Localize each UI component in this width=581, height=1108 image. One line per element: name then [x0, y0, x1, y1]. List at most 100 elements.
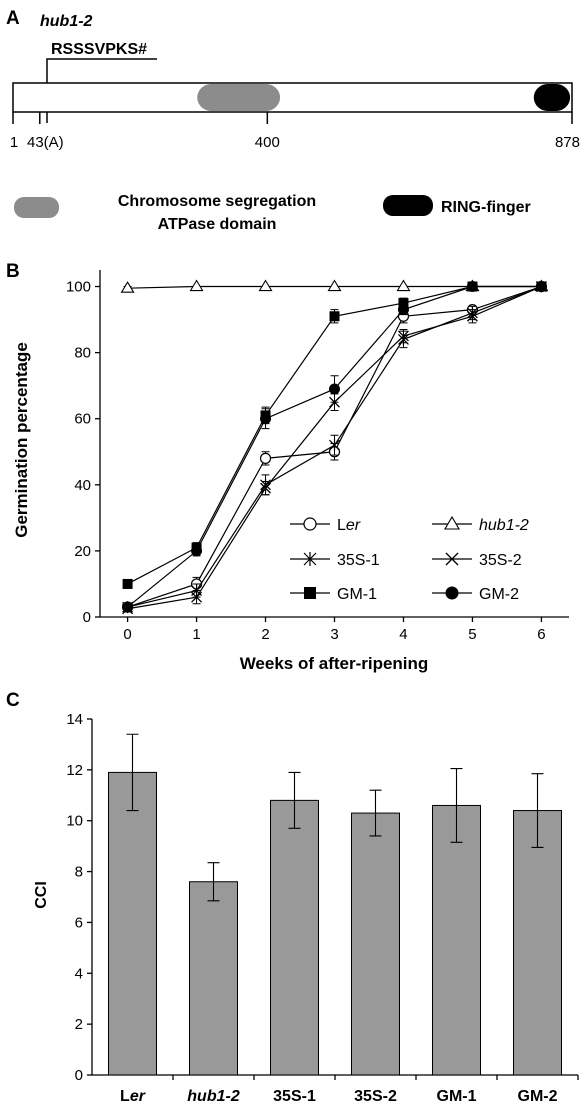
panel-a: A hub1-2 RSSSVPKS# 1 43(A) 400 878 Chromoso… [6, 8, 580, 233]
panel-b-series [120, 279, 549, 615]
ring-finger-domain [533, 84, 571, 111]
domain-shapes [197, 84, 571, 111]
data-point-GM-2 [329, 383, 340, 395]
atpase-legend-label-1: Chromosome segregation [118, 193, 316, 210]
data-point-GM-2 [191, 545, 203, 557]
y-tick-label: 10 [66, 813, 83, 830]
y-tick-label: 40 [74, 477, 91, 494]
data-point-GM-2 [122, 601, 134, 613]
x-tick-label: 6 [537, 626, 545, 643]
data-point-GM-2 [260, 413, 272, 425]
x-tick-label: 2 [261, 626, 269, 643]
y-tick-label: 60 [74, 411, 91, 428]
data-point-GM-2 [397, 304, 409, 316]
data-point-GM-1 [398, 298, 409, 309]
protein-tick-label: 43(A) [27, 134, 64, 151]
y-tick-label: 80 [74, 345, 91, 362]
legend-marker-GM-1 [304, 587, 316, 599]
atpase-legend-label-2: ATPase domain [158, 216, 277, 233]
data-point-35S-2 [466, 310, 478, 322]
protein-tick-label: 878 [555, 134, 580, 151]
bar-GM-1 [432, 804, 481, 1076]
panel-b-axes: 0 20 40 60 80 100 0 1 2 3 4 5 6 [66, 270, 569, 643]
y-tick-label: 20 [74, 543, 91, 560]
legend-label-part: er [346, 517, 361, 534]
data-point-35S-2 [398, 330, 409, 342]
error-bar [531, 773, 544, 848]
panel-b-letter: B [6, 261, 20, 282]
category-label-35S-1: 35S-1 [273, 1088, 316, 1105]
bar-GM-2 [513, 810, 562, 1076]
error-bar [207, 862, 220, 902]
protein-tick-label: 400 [255, 134, 280, 151]
y-tick-label: 8 [75, 864, 83, 881]
data-point-GM-2 [466, 281, 478, 293]
category-label-35S-2: 35S-2 [354, 1088, 397, 1105]
x-tick-label: 0 [123, 626, 131, 643]
bar-35S-2 [351, 812, 400, 1076]
y-tick-label: 0 [83, 609, 91, 626]
legend-marker-GM-2 [445, 586, 459, 600]
panel-c-y-axis-label: CCI [33, 881, 50, 909]
legend-label-GM-2: GM-2 [479, 586, 519, 603]
protein-axis-ticks: 1 43(A) 400 878 [10, 112, 580, 151]
data-point-hub1-2 [396, 279, 411, 292]
data-point-GM-1 [329, 311, 340, 322]
panel-c-axes: 0 2 4 6 8 10 12 14 [66, 711, 579, 1084]
y-tick-label: 12 [66, 762, 83, 779]
bar-35S-1 [270, 799, 319, 1076]
data-point-hub1-2 [258, 279, 273, 292]
panel-b-x-axis-label: Weeks of after-ripening [240, 654, 429, 673]
series-GM-2 [122, 281, 547, 613]
x-tick-label: 3 [330, 626, 338, 643]
data-point-hub1-2 [327, 279, 342, 292]
panel-b-y-axis-label: Germination percentage [12, 342, 31, 538]
legend-marker-35S-2 [445, 552, 459, 566]
atpase-domain [197, 84, 281, 111]
bar-Ler [108, 771, 157, 1076]
category-label-hub1-2: hub1-2 [187, 1088, 240, 1105]
legend-marker-hub1-2 [444, 515, 460, 530]
y-tick-label: 4 [75, 965, 83, 982]
x-tick-label: 1 [192, 626, 200, 643]
ring-finger-legend-swatch [383, 195, 433, 216]
error-bar [369, 789, 382, 837]
mutant-label: hub1-2 [40, 13, 93, 30]
data-point-GM-1 [122, 578, 133, 589]
error-bar [288, 771, 301, 829]
panel-c-letter: C [6, 690, 20, 711]
data-point-GM-2 [535, 281, 547, 293]
peptide-sequence: RSSSVPKS# [51, 41, 147, 58]
legend-label-Ler: Ler [337, 517, 361, 534]
legend-label-35S-2: 35S-2 [479, 552, 522, 569]
legend-marker-Ler [303, 517, 317, 531]
legend-marker-35S-1 [303, 552, 317, 566]
y-tick-label: 100 [66, 279, 91, 296]
data-point-35S-2 [260, 482, 271, 494]
y-tick-label: 2 [75, 1016, 83, 1033]
panel-a-letter: A [6, 8, 20, 29]
error-bar [450, 768, 463, 843]
ring-finger-legend-label: RING-finger [441, 199, 531, 216]
data-point-hub1-2 [120, 281, 135, 293]
panel-c-bars: Ler hub1-2 35S-1 35S-2 GM-1 GM-2 [108, 733, 562, 1105]
y-tick-label: 6 [75, 914, 83, 931]
panel-b: B 0 20 40 60 80 100 0 1 2 3 4 5 6 Ler hub1-2 35S-1 35S-… [6, 261, 569, 673]
panel-b-legend: Ler hub1-2 35S-1 35S-2 GM-1 GM-2 [290, 515, 529, 603]
data-point-35S-2 [191, 591, 203, 603]
y-tick-label: 0 [75, 1067, 83, 1084]
category-label-part: L [120, 1088, 130, 1105]
x-tick-label: 5 [468, 626, 476, 643]
y-tick-label: 14 [66, 711, 83, 728]
panel-c: C 0 2 4 6 8 10 12 14 Ler hub1-2 35S-1 35S-2 GM-1 GM-… [6, 690, 579, 1105]
category-label-GM-2: GM-2 [518, 1088, 558, 1105]
category-label-part: er [130, 1088, 146, 1105]
legend-label-hub1-2: hub1-2 [479, 517, 529, 534]
legend-label-part: L [337, 517, 346, 534]
legend-label-35S-1: 35S-1 [337, 552, 380, 569]
category-label-GM-1: GM-1 [437, 1088, 477, 1105]
protein-tick-label: 1 [10, 134, 18, 151]
atpase-legend-swatch [14, 197, 59, 218]
data-point-Ler [259, 452, 272, 464]
